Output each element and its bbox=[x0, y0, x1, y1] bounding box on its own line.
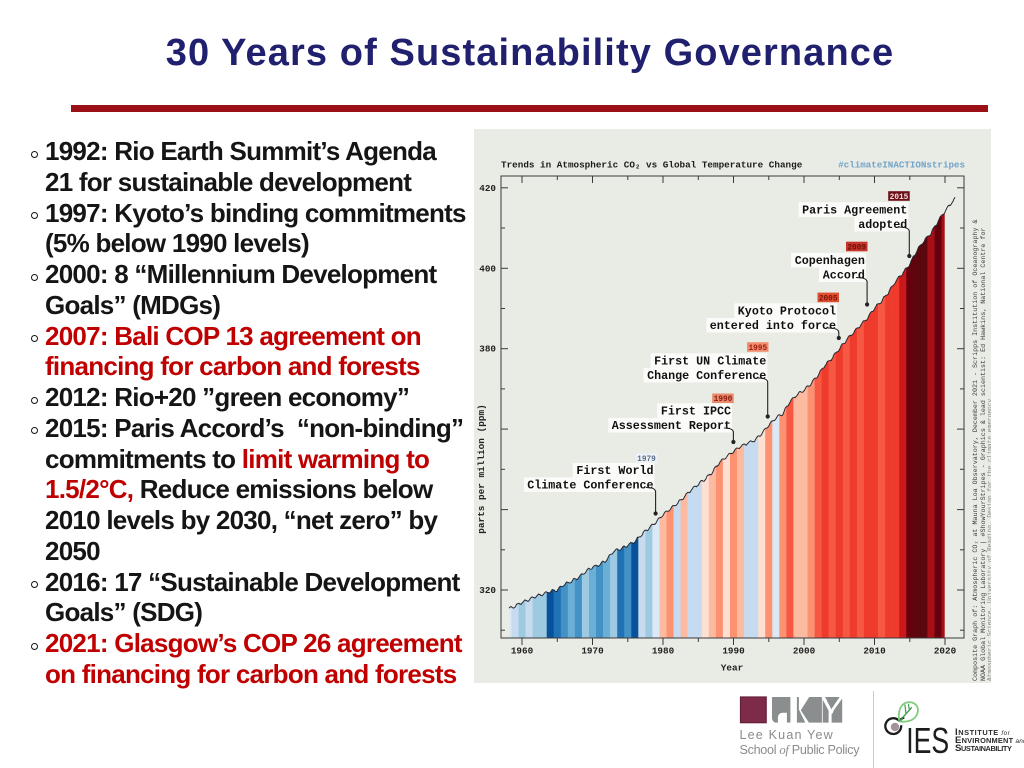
svg-text:Year: Year bbox=[721, 663, 744, 674]
svg-text:2000: 2000 bbox=[793, 646, 816, 657]
svg-text:2009: 2009 bbox=[847, 244, 866, 252]
svg-text:Paris Agreement: Paris Agreement bbox=[802, 204, 907, 218]
svg-text:Accord: Accord bbox=[823, 269, 865, 283]
svg-text:NOAA Global Monitoring Laborat: NOAA Global Monitoring Laboratory | #Sho… bbox=[980, 228, 988, 682]
svg-text:1990: 1990 bbox=[722, 646, 745, 657]
svg-text:Copenhagen: Copenhagen bbox=[795, 254, 865, 268]
svg-text:2015: 2015 bbox=[890, 194, 909, 202]
svg-text:First IPCC: First IPCC bbox=[661, 405, 731, 419]
svg-text:Kyoto Protocol: Kyoto Protocol bbox=[738, 305, 836, 319]
svg-text:1980: 1980 bbox=[652, 646, 675, 657]
svg-text:420: 420 bbox=[479, 183, 496, 194]
svg-text:Change Conference: Change Conference bbox=[647, 369, 766, 383]
svg-text:parts per million (ppm): parts per million (ppm) bbox=[476, 404, 487, 533]
svg-text:1990: 1990 bbox=[714, 396, 733, 404]
svg-text:1979: 1979 bbox=[637, 456, 656, 464]
svg-text:Composite Graph of: Atmospheri: Composite Graph of: Atmospheric CO₂ at M… bbox=[972, 219, 980, 681]
svg-text:IES: IES bbox=[906, 720, 949, 761]
svg-text:2005: 2005 bbox=[819, 295, 838, 303]
svg-text:Atmospheric Science, Universit: Atmospheric Science, University of Readi… bbox=[987, 399, 992, 681]
svg-text:Assessment Report: Assessment Report bbox=[612, 419, 731, 433]
svg-text:#climateINACTIONstripes: #climateINACTIONstripes bbox=[838, 160, 965, 171]
svg-text:entered into force: entered into force bbox=[710, 319, 836, 333]
svg-text:adopted: adopted bbox=[858, 218, 907, 232]
svg-text:Climate Conference: Climate Conference bbox=[527, 479, 653, 493]
svg-text:380: 380 bbox=[479, 344, 496, 355]
svg-text:1970: 1970 bbox=[581, 646, 604, 657]
svg-text:Trends in Atmospheric CO₂ vs G: Trends in Atmospheric CO₂ vs Global Temp… bbox=[501, 160, 803, 171]
svg-text:First World: First World bbox=[576, 464, 653, 478]
svg-text:320: 320 bbox=[479, 585, 496, 596]
svg-text:First UN Climate: First UN Climate bbox=[654, 355, 766, 369]
svg-text:1960: 1960 bbox=[511, 646, 534, 657]
svg-text:2010: 2010 bbox=[863, 646, 886, 657]
svg-text:1995: 1995 bbox=[748, 345, 767, 353]
svg-text:2020: 2020 bbox=[934, 646, 957, 657]
svg-text:400: 400 bbox=[479, 263, 496, 274]
